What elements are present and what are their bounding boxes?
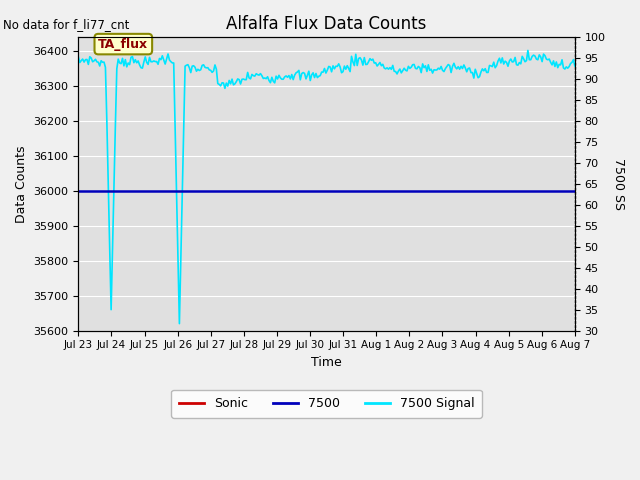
X-axis label: Time: Time bbox=[311, 356, 342, 369]
Text: TA_flux: TA_flux bbox=[99, 37, 148, 50]
Y-axis label: Data Counts: Data Counts bbox=[15, 145, 28, 223]
Legend: Sonic, 7500, 7500 Signal: Sonic, 7500, 7500 Signal bbox=[172, 390, 482, 418]
Title: Alfalfa Flux Data Counts: Alfalfa Flux Data Counts bbox=[227, 15, 427, 33]
Text: No data for f_li77_cnt: No data for f_li77_cnt bbox=[3, 18, 129, 31]
Y-axis label: 7500 SS: 7500 SS bbox=[612, 158, 625, 210]
